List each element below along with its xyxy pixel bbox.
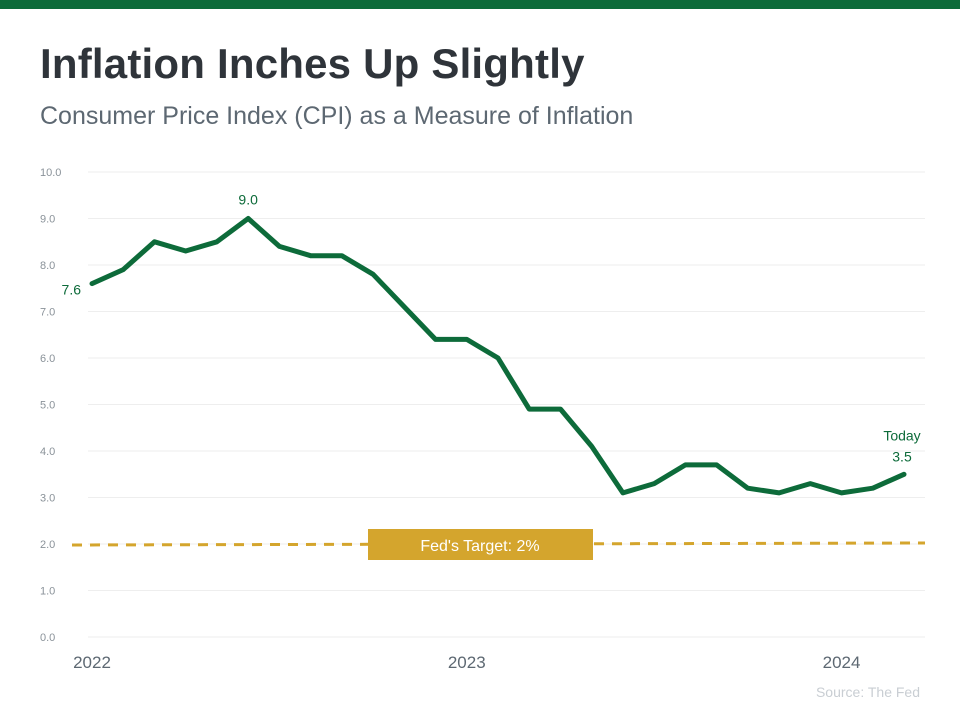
data-label-peak: 9.0 (238, 192, 258, 208)
cpi-series (89, 216, 907, 496)
x-tick-label: 2024 (823, 653, 861, 672)
x-tick-label: 2023 (448, 653, 486, 672)
data-point (121, 268, 125, 272)
y-tick-label: 0.0 (40, 632, 55, 644)
fed-target-reference: Fed's Target: 2% (71, 529, 926, 560)
data-point (246, 217, 250, 220)
page-title: Inflation Inches Up Slightly (40, 40, 585, 87)
y-tick-label: 7.0 (40, 307, 55, 319)
data-point (902, 472, 906, 476)
y-tick-label: 2.0 (40, 539, 55, 551)
data-point (652, 482, 656, 486)
x-axis-ticks: 2022 2023 2024 (73, 653, 860, 672)
data-point (371, 272, 375, 276)
data-point (309, 254, 313, 258)
data-point (746, 486, 750, 490)
data-point (527, 407, 531, 411)
data-point (808, 482, 812, 486)
data-label-today-value: 3.5 (892, 448, 912, 464)
target-label: Fed's Target: 2% (420, 538, 539, 555)
grid-lines (88, 171, 925, 638)
data-point (590, 444, 594, 448)
y-tick-label: 6.0 (40, 353, 55, 365)
data-point (215, 240, 219, 244)
data-label-start: 7.6 (62, 282, 82, 298)
target-label-box (368, 529, 593, 560)
data-point (434, 337, 438, 341)
page-subtitle: Consumer Price Index (CPI) as a Measure … (40, 102, 634, 130)
data-point (90, 282, 94, 286)
y-tick-label: 9.0 (40, 214, 55, 226)
y-tick-label: 4.0 (40, 446, 55, 458)
y-axis-ticks: 0.0 1.0 2.0 3.0 4.0 5.0 6.0 7.0 8.0 9.0 10.0 (40, 167, 61, 644)
y-tick-label: 8.0 (40, 260, 55, 272)
data-point (184, 249, 188, 253)
y-tick-label: 3.0 (40, 493, 55, 505)
data-point (715, 463, 719, 467)
data-point (277, 244, 281, 248)
data-point (621, 491, 625, 495)
y-tick-label: 10.0 (40, 167, 61, 179)
data-point (683, 463, 687, 467)
data-point (777, 491, 781, 495)
data-point (465, 337, 469, 341)
data-point (340, 254, 344, 258)
data-label-today-note: Today (883, 427, 920, 443)
data-point (402, 305, 406, 309)
data-point (558, 407, 562, 411)
data-point (840, 491, 844, 495)
data-point (871, 486, 875, 490)
top-accent-bar (0, 0, 960, 9)
data-point (152, 240, 156, 244)
data-labels: 7.6 9.0 Today 3.5 (62, 192, 921, 465)
source-note: Source: The Fed (815, 684, 920, 700)
x-tick-label: 2022 (73, 653, 111, 672)
target-dashed-line (71, 541, 926, 547)
y-tick-label: 1.0 (40, 586, 55, 598)
cpi-line (89, 216, 907, 496)
y-tick-label: 5.0 (40, 400, 55, 412)
data-point (496, 356, 500, 360)
